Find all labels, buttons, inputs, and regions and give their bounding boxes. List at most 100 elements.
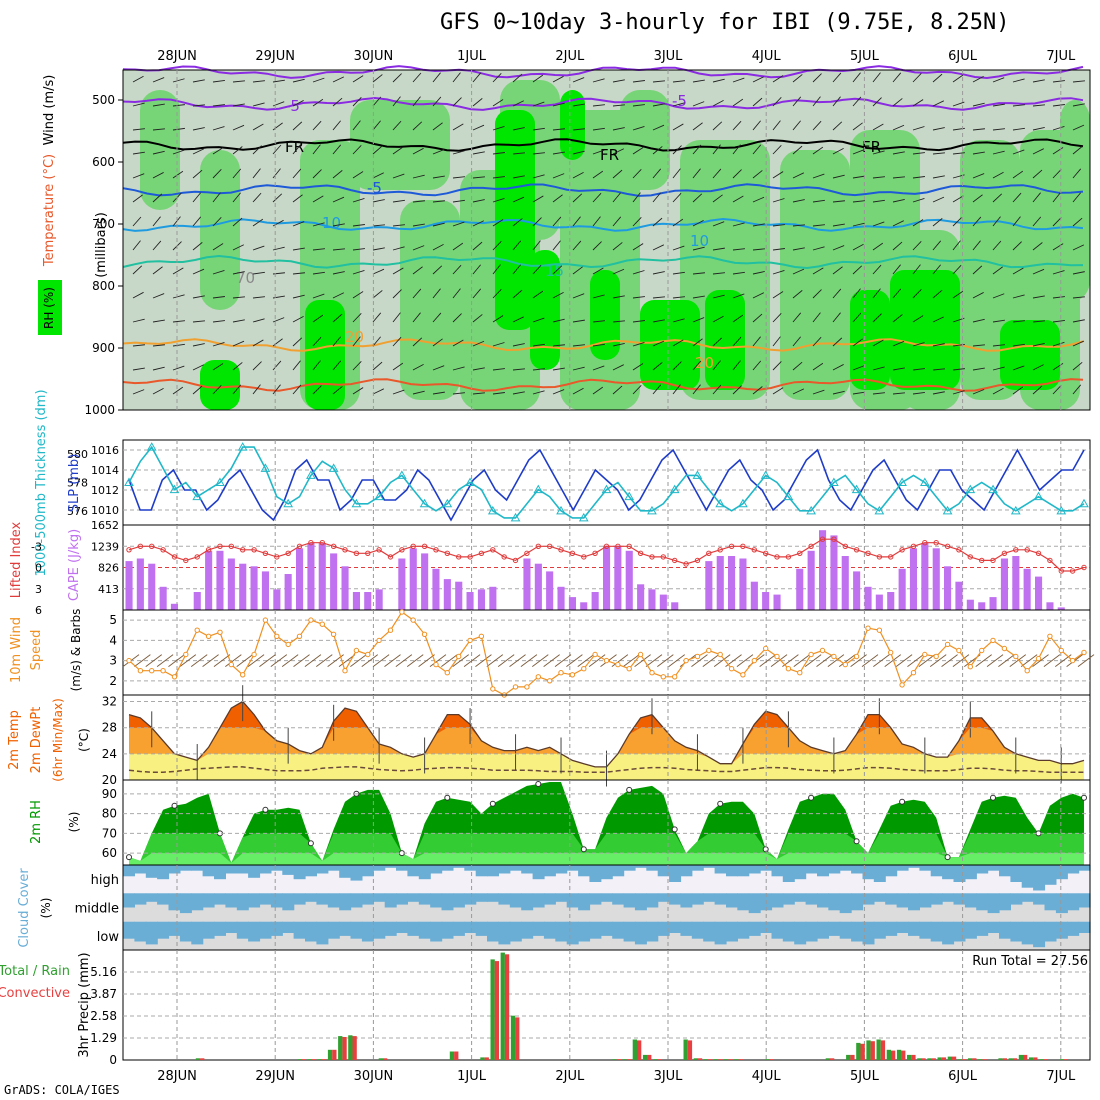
cloud-bar bbox=[839, 921, 852, 939]
wind-barb bbox=[872, 288, 881, 299]
wind-barb bbox=[852, 265, 863, 275]
cloud-bar bbox=[862, 865, 875, 880]
precip-convective-bar bbox=[870, 1041, 875, 1060]
y-tick-label: 700 bbox=[92, 217, 115, 231]
wind-barb bbox=[192, 79, 205, 83]
cloud-bar bbox=[930, 865, 943, 877]
lifted-index-marker bbox=[990, 557, 996, 564]
wind-barb bbox=[312, 222, 325, 227]
thickness-marker bbox=[1010, 505, 1021, 515]
wind-barb bbox=[1032, 320, 1045, 323]
wind-barb bbox=[1052, 192, 1061, 203]
cloud-bar bbox=[1033, 865, 1046, 891]
wind-speed-marker bbox=[865, 625, 871, 631]
wind-barb bbox=[692, 272, 705, 275]
wind-barb bbox=[252, 102, 265, 107]
wind-barb bbox=[712, 99, 724, 107]
wind-barb bbox=[892, 392, 905, 395]
precip-convective-bar bbox=[494, 961, 499, 1060]
y-axis-label-precip: 3hr Precip (mm) bbox=[77, 952, 92, 1057]
lifted-index-marker bbox=[126, 547, 132, 553]
contour-label: FR bbox=[600, 146, 619, 164]
rh2m-marker bbox=[899, 798, 906, 805]
wind-barb bbox=[172, 216, 181, 227]
wind-barb bbox=[552, 265, 563, 275]
precip-total-bar bbox=[632, 1039, 637, 1060]
wind-barb bbox=[692, 79, 705, 83]
thickness-marker bbox=[806, 505, 817, 515]
cloud-bar bbox=[270, 893, 283, 908]
wind-barb-10m bbox=[486, 654, 504, 667]
y-axis-label-cloud: Cloud Cover bbox=[17, 868, 32, 948]
cloud-bar bbox=[487, 865, 499, 877]
precip-total-bar bbox=[500, 952, 505, 1060]
wind-barb bbox=[952, 368, 965, 371]
cloud-bar bbox=[1067, 921, 1080, 936]
cloud-bar bbox=[851, 921, 864, 942]
precip-convective-bar bbox=[311, 1059, 317, 1060]
wind-barb bbox=[732, 195, 744, 203]
wind-barb bbox=[932, 152, 945, 155]
wind-barb bbox=[932, 73, 943, 83]
wind-barb bbox=[972, 102, 985, 107]
cape-bar bbox=[409, 548, 417, 610]
wind-barb bbox=[992, 171, 1004, 179]
cloud-bar bbox=[839, 865, 852, 871]
wind-barb bbox=[872, 97, 882, 107]
lifted-index-marker bbox=[888, 554, 894, 560]
lifted-index-marker bbox=[615, 543, 621, 549]
wind-barb bbox=[1052, 168, 1062, 179]
thickness-marker bbox=[738, 498, 748, 508]
y-tick-label: 500 bbox=[92, 93, 115, 107]
y-tick-label-lifted: 3 bbox=[35, 583, 42, 596]
wind-barb bbox=[212, 342, 225, 347]
precip-total-bar bbox=[195, 1058, 201, 1060]
wind-barb bbox=[872, 392, 885, 395]
wind-barb bbox=[912, 264, 921, 275]
legend-temperature: Temperature (°C) bbox=[42, 154, 57, 267]
wind-barb bbox=[992, 319, 1005, 323]
wind-barb bbox=[672, 80, 685, 83]
cloud-bar bbox=[487, 921, 499, 942]
cloud-bar bbox=[236, 921, 249, 939]
wind-barb bbox=[512, 100, 524, 107]
wind-barb bbox=[492, 241, 502, 251]
cloud-bar bbox=[1021, 893, 1034, 902]
wind-barb bbox=[332, 360, 342, 371]
wind-barb bbox=[912, 240, 922, 251]
wind-barb bbox=[152, 150, 165, 155]
wind-speed-marker bbox=[228, 661, 235, 668]
wind-speed-marker bbox=[342, 668, 348, 674]
wind-barb bbox=[152, 266, 163, 275]
rh2m-marker bbox=[717, 800, 724, 807]
wind-barb bbox=[292, 144, 301, 155]
wind-barb bbox=[812, 312, 821, 323]
lifted-index-marker bbox=[376, 547, 382, 553]
wind-barb bbox=[392, 246, 405, 251]
y-tick-label-lifted: 0 bbox=[35, 562, 42, 575]
wind-barb bbox=[572, 387, 584, 395]
wind-barb bbox=[752, 196, 765, 203]
lifted-index-marker bbox=[535, 543, 541, 549]
wind-barb bbox=[1032, 342, 1045, 347]
cape-bar bbox=[318, 543, 326, 610]
wind-speed-marker bbox=[274, 633, 280, 639]
wind-barb-10m bbox=[225, 654, 242, 667]
wind-barb-10m bbox=[884, 654, 901, 667]
cloud-bar bbox=[999, 893, 1011, 911]
precip-total-bar bbox=[998, 1058, 1003, 1060]
wind-barb-10m bbox=[452, 654, 469, 667]
wind-barb bbox=[292, 78, 305, 83]
rh2m-marker bbox=[853, 838, 860, 845]
wind-barb-10m bbox=[1020, 654, 1038, 667]
wind-barb bbox=[352, 313, 362, 323]
lifted-index-marker bbox=[183, 557, 189, 564]
wind-barb bbox=[552, 344, 565, 347]
wind-barb bbox=[812, 267, 824, 275]
lifted-index-marker bbox=[558, 547, 564, 553]
rh-blob-high bbox=[1000, 320, 1060, 390]
wind-barb bbox=[632, 320, 645, 323]
wind-barb bbox=[692, 384, 701, 395]
wind-barb bbox=[672, 361, 682, 371]
cloud-bar bbox=[259, 921, 272, 939]
